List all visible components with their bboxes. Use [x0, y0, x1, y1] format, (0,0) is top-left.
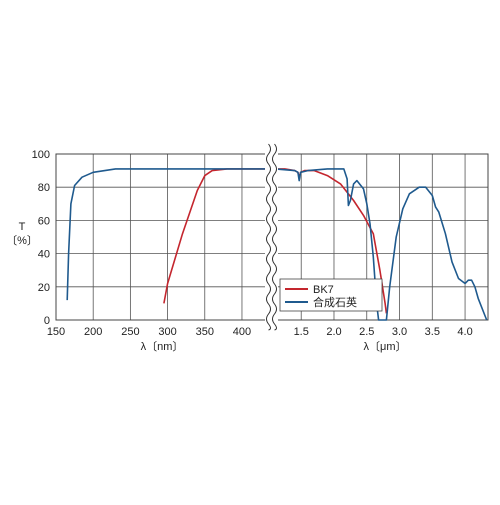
y-tick-label: 0 [44, 315, 50, 327]
y-tick-label: 40 [38, 249, 50, 261]
x-tick-label-right: 2.0 [326, 326, 341, 338]
y-axis-label: T [19, 221, 26, 233]
x-axis-label-right: λ〔μm〕 [363, 340, 406, 353]
y-axis-unit: 〔%〕 [6, 234, 38, 247]
y-tick-label: 20 [38, 282, 50, 294]
x-tick-label-left: 400 [233, 326, 251, 338]
x-axis-label-left: λ〔nm〕 [141, 340, 184, 353]
x-tick-label-right: 1.5 [294, 326, 309, 338]
axis-break-wave-right [272, 143, 277, 331]
y-tick-label: 60 [38, 215, 50, 227]
legend-label: 合成石英 [313, 295, 357, 309]
x-tick-label-left: 300 [158, 326, 176, 338]
series-line-left-1 [66, 168, 268, 301]
x-tick-label-right: 4.0 [457, 326, 472, 338]
x-tick-label-left: 250 [121, 326, 139, 338]
y-tick-label: 80 [38, 182, 50, 194]
x-tick-label-left: 200 [84, 326, 102, 338]
axis-break-wave-left [266, 143, 271, 331]
legend-label: BK7 [313, 284, 334, 296]
x-tick-label-right: 2.5 [359, 326, 374, 338]
series-line-left-0 [163, 168, 268, 304]
y-tick-label: 100 [32, 149, 50, 161]
x-tick-label-left: 350 [196, 326, 214, 338]
legend-box [279, 278, 383, 312]
series-line-right-1 [275, 168, 488, 321]
x-tick-label-right: 3.0 [392, 326, 407, 338]
x-tick-label-right: 3.5 [425, 326, 440, 338]
x-tick-label-left: 150 [47, 326, 65, 338]
